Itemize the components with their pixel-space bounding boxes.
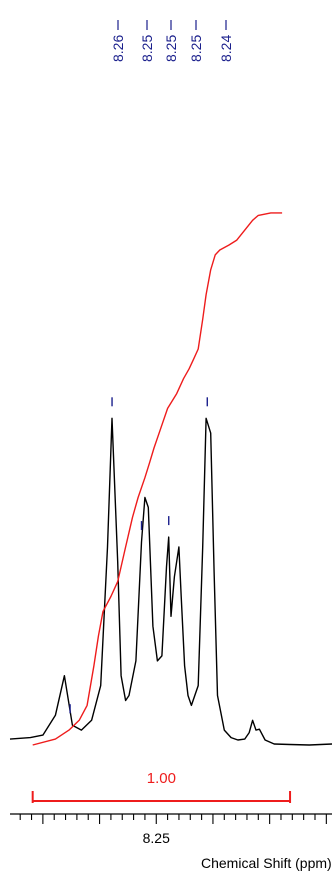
peak-label: 8.25 xyxy=(163,35,179,62)
x-axis-title: Chemical Shift (ppm) xyxy=(201,855,332,871)
x-axis: 8.25 xyxy=(10,813,332,846)
peak-label: 8.25 xyxy=(139,35,155,62)
x-tick-label: 8.25 xyxy=(143,830,170,846)
spectrum-line xyxy=(9,417,332,746)
peak-label: 8.25 xyxy=(188,35,204,62)
peak-labels: 8.26 8.25 8.25 8.25 8.24 xyxy=(110,20,234,62)
peak-markers xyxy=(69,397,208,714)
spectrum-series xyxy=(9,212,332,746)
peak-label: 8.26 xyxy=(110,35,126,62)
peak-label: 8.24 xyxy=(218,35,234,62)
integral-value-label: 1.00 xyxy=(147,770,176,787)
integral-region: 1.00 xyxy=(31,770,292,803)
integral-curve xyxy=(32,212,283,746)
